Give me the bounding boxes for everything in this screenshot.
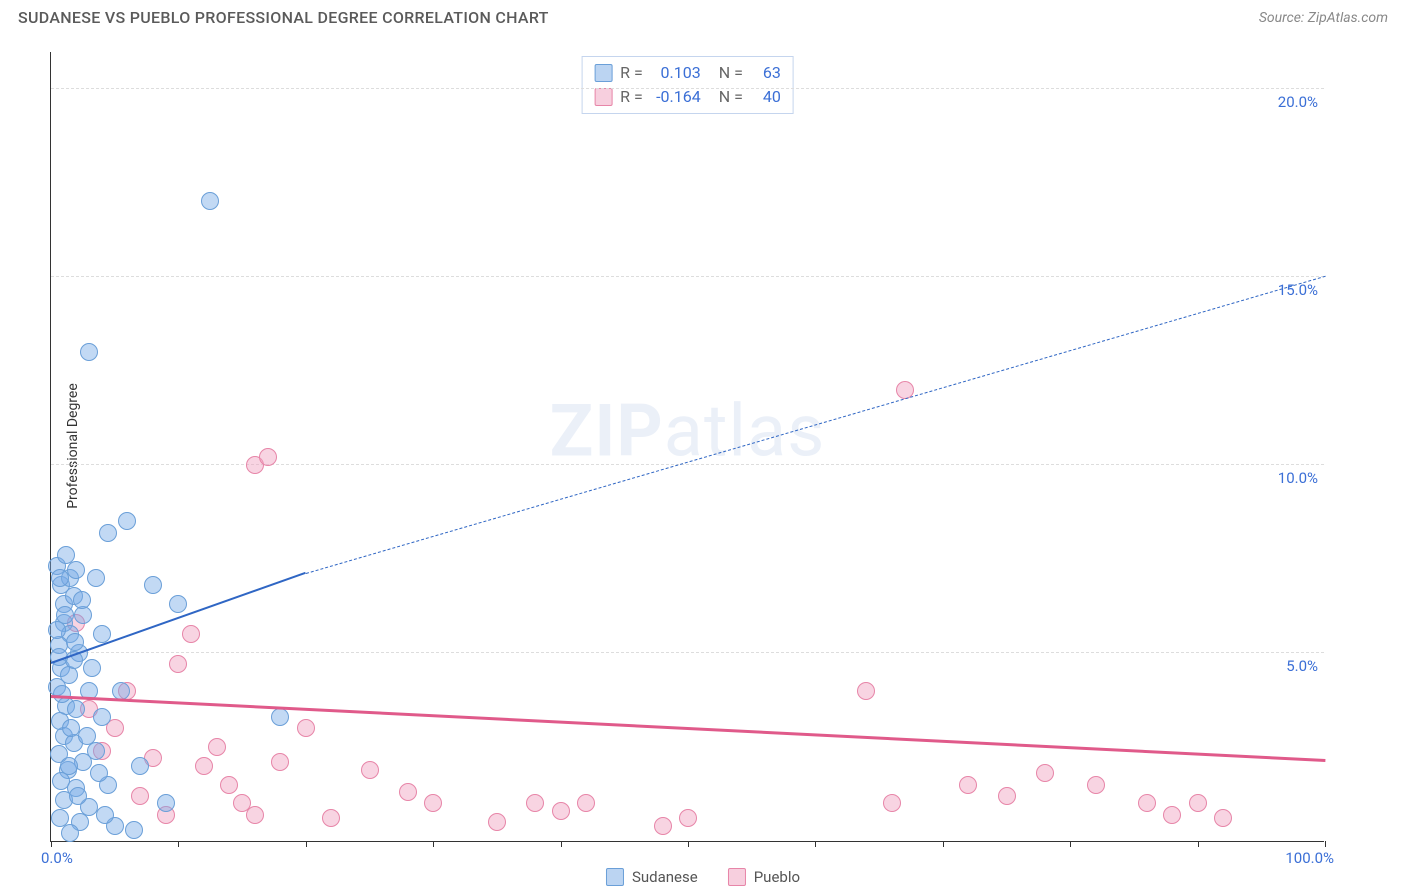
data-point bbox=[259, 448, 277, 466]
data-point bbox=[131, 787, 149, 805]
data-point bbox=[66, 633, 84, 651]
data-point bbox=[69, 787, 87, 805]
data-point bbox=[67, 561, 85, 579]
y-tick-label: 10.0% bbox=[1278, 469, 1318, 487]
swatch-pink-icon bbox=[728, 868, 746, 886]
data-point bbox=[220, 776, 238, 794]
data-point bbox=[144, 576, 162, 594]
data-point bbox=[169, 595, 187, 613]
data-point bbox=[83, 659, 101, 677]
data-point bbox=[56, 606, 74, 624]
data-point bbox=[998, 787, 1016, 805]
data-point bbox=[125, 821, 143, 839]
data-point bbox=[1036, 764, 1054, 782]
data-point bbox=[182, 625, 200, 643]
correlation-legend: R = 0.103 N = 63 R = -0.164 N = 40 bbox=[581, 56, 794, 114]
series-legend: Sudanese Pueblo bbox=[606, 868, 800, 886]
data-point bbox=[112, 682, 130, 700]
data-point bbox=[61, 824, 79, 842]
data-point bbox=[322, 809, 340, 827]
x-end-label: 100.0% bbox=[1285, 849, 1334, 867]
gridline bbox=[51, 88, 1324, 89]
data-point bbox=[201, 192, 219, 210]
regression-line bbox=[306, 276, 1325, 574]
data-point bbox=[271, 753, 289, 771]
data-point bbox=[679, 809, 697, 827]
x-tick-mark bbox=[51, 841, 52, 847]
data-point bbox=[67, 700, 85, 718]
data-point bbox=[60, 757, 78, 775]
data-point bbox=[246, 806, 264, 824]
source-label: Source: ZipAtlas.com bbox=[1259, 10, 1388, 26]
data-point bbox=[157, 794, 175, 812]
data-point bbox=[1163, 806, 1181, 824]
data-point bbox=[195, 757, 213, 775]
data-point bbox=[96, 806, 114, 824]
data-point bbox=[361, 761, 379, 779]
swatch-blue-icon bbox=[594, 64, 612, 82]
gridline bbox=[51, 276, 1324, 277]
data-point bbox=[297, 719, 315, 737]
data-point bbox=[577, 794, 595, 812]
data-point bbox=[93, 708, 111, 726]
data-point bbox=[857, 682, 875, 700]
data-point bbox=[654, 817, 672, 835]
data-point bbox=[78, 727, 96, 745]
x-tick-mark bbox=[1070, 841, 1071, 847]
legend-item-pueblo: Pueblo bbox=[728, 868, 800, 886]
data-point bbox=[271, 708, 289, 726]
data-point bbox=[552, 802, 570, 820]
data-point bbox=[90, 764, 108, 782]
data-point bbox=[1138, 794, 1156, 812]
x-tick-mark bbox=[306, 841, 307, 847]
y-tick-label: 20.0% bbox=[1278, 93, 1318, 111]
gridline bbox=[51, 464, 1324, 465]
scatter-chart: ZIPatlas R = 0.103 N = 63 R = -0.164 N =… bbox=[50, 52, 1324, 842]
x-start-label: 0.0% bbox=[41, 849, 73, 867]
data-point bbox=[883, 794, 901, 812]
y-tick-label: 5.0% bbox=[1286, 657, 1318, 675]
x-tick-mark bbox=[561, 841, 562, 847]
data-point bbox=[399, 783, 417, 801]
gridline bbox=[51, 652, 1324, 653]
data-point bbox=[1214, 809, 1232, 827]
x-tick-mark bbox=[433, 841, 434, 847]
data-point bbox=[51, 569, 69, 587]
data-point bbox=[73, 591, 91, 609]
data-point bbox=[1189, 794, 1207, 812]
x-tick-mark bbox=[1325, 841, 1326, 847]
x-tick-mark bbox=[943, 841, 944, 847]
data-point bbox=[80, 343, 98, 361]
legend-item-sudanese: Sudanese bbox=[606, 868, 698, 886]
data-point bbox=[169, 655, 187, 673]
data-point bbox=[118, 512, 136, 530]
swatch-pink-icon bbox=[594, 88, 612, 106]
swatch-blue-icon bbox=[606, 868, 624, 886]
data-point bbox=[526, 794, 544, 812]
data-point bbox=[488, 813, 506, 831]
data-point bbox=[99, 524, 117, 542]
x-tick-mark bbox=[688, 841, 689, 847]
data-point bbox=[87, 569, 105, 587]
chart-title: SUDANESE VS PUEBLO PROFESSIONAL DEGREE C… bbox=[18, 8, 549, 27]
data-point bbox=[959, 776, 977, 794]
data-point bbox=[1087, 776, 1105, 794]
data-point bbox=[208, 738, 226, 756]
legend-row-sudanese: R = 0.103 N = 63 bbox=[594, 61, 781, 85]
data-point bbox=[131, 757, 149, 775]
regression-line bbox=[51, 695, 1325, 762]
x-tick-mark bbox=[1198, 841, 1199, 847]
x-tick-mark bbox=[815, 841, 816, 847]
data-point bbox=[424, 794, 442, 812]
x-tick-mark bbox=[178, 841, 179, 847]
